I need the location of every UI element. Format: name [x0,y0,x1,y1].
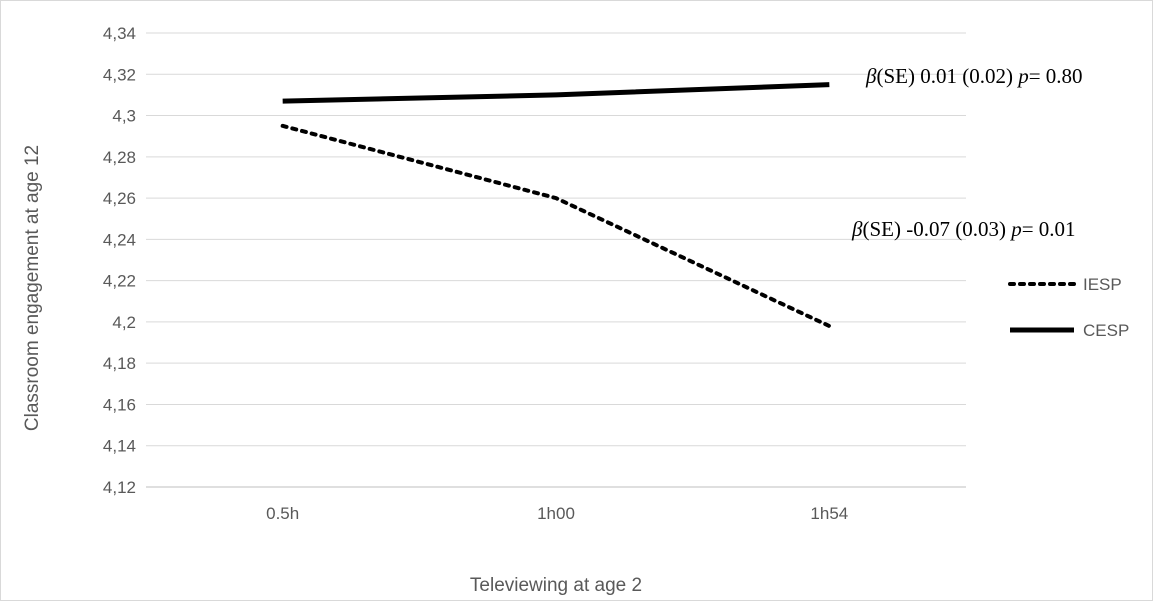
y-tick-label: 4,12 [103,478,136,497]
annotation-cesp: β(SE) 0.01 (0.02) p= 0.80 [865,64,1083,88]
y-tick-label: 4,16 [103,395,136,414]
y-tick-label: 4,14 [103,437,136,456]
annotation-iesp-p: p [1009,217,1022,241]
y-tick-label: 4,22 [103,272,136,291]
y-tick-label: 4,26 [103,189,136,208]
y-tick-label: 4,32 [103,65,136,84]
y-tick-label: 4,34 [103,24,136,43]
annotation-cesp-p-value: = 0.80 [1029,64,1083,88]
x-axis-title: Televiewing at age 2 [470,575,642,596]
y-tick-label: 4,18 [103,354,136,373]
x-tick-label: 0.5h [266,504,299,523]
x-tick-label: 1h00 [537,504,575,523]
legend-label-cesp: CESP [1083,321,1129,340]
annotation-iesp-p-value: = 0.01 [1022,217,1076,241]
y-tick-label: 4,24 [103,230,136,249]
y-tick-label: 4,28 [103,148,136,167]
annotation-cesp-se: (SE) 0.01 (0.02) [876,64,1018,88]
y-tick-label: 4,2 [112,313,136,332]
annotation-iesp-se: (SE) -0.07 (0.03) [862,217,1011,241]
annotation-iesp: β(SE) -0.07 (0.03) p= 0.01 [851,217,1076,241]
x-tick-label: 1h54 [810,504,848,523]
legend-label-iesp: IESP [1083,275,1122,294]
y-tick-label: 4,3 [112,107,136,126]
annotation-iesp-beta: β [851,217,863,241]
annotation-cesp-beta: β [865,64,877,88]
y-axis-title: Classroom engagement at age 12 [22,145,43,431]
annotation-cesp-p: p [1016,64,1029,88]
